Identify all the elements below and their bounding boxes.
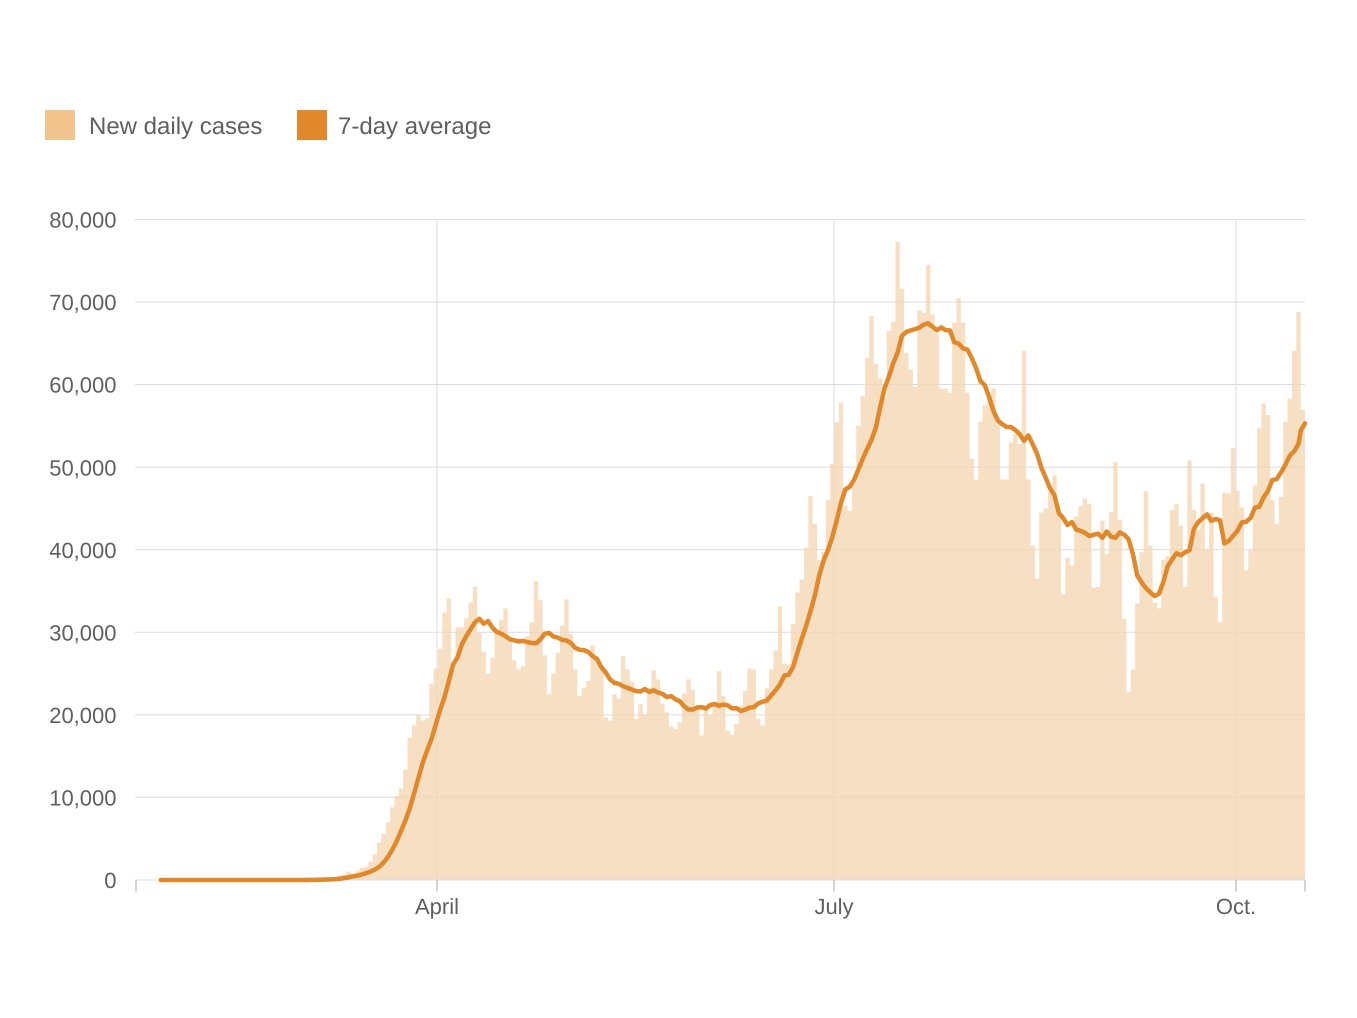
svg-text:New daily cases: New daily cases — [89, 113, 262, 140]
svg-text:70,000: 70,000 — [49, 290, 116, 315]
svg-text:80,000: 80,000 — [49, 208, 116, 233]
svg-text:Oct.: Oct. — [1216, 894, 1256, 919]
svg-text:10,000: 10,000 — [49, 786, 116, 811]
svg-text:20,000: 20,000 — [49, 703, 116, 728]
svg-text:July: July — [814, 894, 853, 919]
svg-text:April: April — [415, 894, 459, 919]
svg-text:60,000: 60,000 — [49, 373, 116, 398]
svg-text:40,000: 40,000 — [49, 538, 116, 563]
svg-text:0: 0 — [104, 868, 116, 893]
svg-text:50,000: 50,000 — [49, 455, 116, 480]
svg-text:30,000: 30,000 — [49, 621, 116, 646]
svg-text:7-day average: 7-day average — [338, 113, 491, 140]
